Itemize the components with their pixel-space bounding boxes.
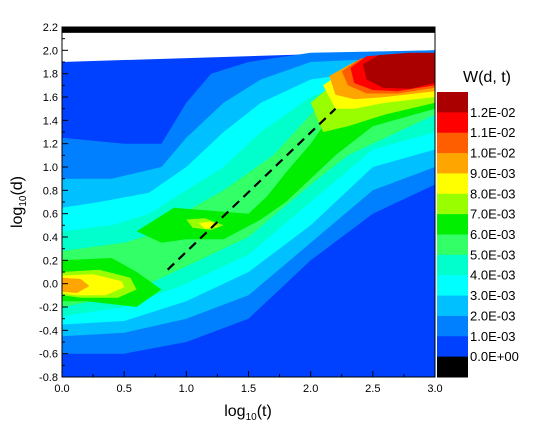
- colorbar-swatch: [437, 112, 468, 134]
- y-tick-label: -0.2: [39, 302, 58, 314]
- y-tick-label: -0.8: [39, 372, 58, 384]
- y-tick-label: -0.6: [39, 349, 58, 361]
- colorbar-swatch: [437, 234, 468, 256]
- colorbar-label: 8.0E-03: [470, 186, 516, 201]
- x-tick-label: 1.0: [179, 383, 194, 395]
- colorbar-label: 3.0E-03: [470, 288, 516, 303]
- colorbar-label: 6.0E-03: [470, 227, 516, 242]
- x-axis: 0.0 0.5 1.0 1.5 2.0 2.5 3.0: [54, 371, 443, 395]
- top-zero-strip: [62, 27, 435, 33]
- plot-area: [61, 26, 436, 378]
- colorbar-swatch: [437, 254, 468, 276]
- contour-region-8: [62, 277, 90, 293]
- contour-fills: [62, 27, 435, 377]
- y-tick-label: 1.4: [43, 115, 58, 127]
- y-tick-label: 0.4: [43, 232, 58, 244]
- colorbar-swatch: [437, 275, 468, 297]
- y-axis: -0.8 -0.6 -0.4 -0.2 0.0 0.2 0.4 0.6 0.8 1.0 1.2 1.4…: [39, 22, 68, 384]
- x-axis-title: log10(t): [224, 403, 272, 423]
- colorbar-swatch: [437, 336, 468, 358]
- y-axis-title: log10(d): [9, 176, 29, 228]
- y-tick-label: 2.0: [43, 45, 58, 57]
- y-tick-label: 0.8: [43, 185, 58, 197]
- colorbar-swatch: [437, 315, 468, 337]
- colorbar-label: 7.0E-03: [470, 207, 516, 222]
- y-tick-label: 2.2: [43, 22, 58, 34]
- y-tick-label: 0.0: [43, 279, 58, 291]
- x-tick-label: 0.0: [54, 383, 69, 395]
- colorbar-swatch: [437, 92, 468, 113]
- colorbar-swatch: [437, 356, 468, 378]
- colorbar-swatch: [437, 153, 468, 174]
- y-tick-label: 0.2: [43, 255, 58, 267]
- contour-region-12: [362, 52, 435, 89]
- colorbar: 1.2E-02 1.1E-02 1.0E-02 9.0E-03 8.0E-03 7.0E-…: [437, 92, 519, 378]
- colorbar-swatch: [437, 193, 468, 215]
- dashed-ridge-line: [166, 107, 337, 271]
- x-tick-label: 0.5: [117, 383, 132, 395]
- y-tick-label: 1.2: [43, 139, 58, 151]
- colorbar-label: 5.0E-03: [470, 247, 516, 262]
- colorbar-label: 4.0E-03: [470, 268, 516, 283]
- colorbar-label: 9.0E-03: [470, 166, 516, 181]
- colorbar-label: 1.0E-02: [470, 146, 516, 161]
- y-tick-label: 1.0: [43, 162, 58, 174]
- colorbar-label: 0.0E+00: [470, 349, 519, 364]
- colorbar-swatch: [437, 173, 468, 195]
- x-tick-label: 1.5: [241, 383, 256, 395]
- colorbar-label: 1.1E-02: [470, 125, 516, 140]
- colorbar-swatch: [437, 214, 468, 235]
- y-tick-label: 1.6: [43, 92, 58, 104]
- colorbar-swatch: [437, 132, 468, 154]
- colorbar-label: 1.0E-03: [470, 329, 516, 344]
- x-tick-label: 3.0: [427, 383, 442, 395]
- y-tick-label: -0.4: [39, 325, 58, 337]
- colorbar-label: 2.0E-03: [470, 308, 516, 323]
- y-tick-label: 1.8: [43, 69, 58, 81]
- colorbar-title: W(d, t): [463, 69, 511, 86]
- colorbar-label: 1.2E-02: [470, 105, 516, 120]
- colorbar-swatch: [437, 295, 468, 317]
- x-tick-label: 2.5: [365, 383, 380, 395]
- y-tick-label: 0.6: [43, 209, 58, 221]
- x-tick-label: 2.0: [303, 383, 318, 395]
